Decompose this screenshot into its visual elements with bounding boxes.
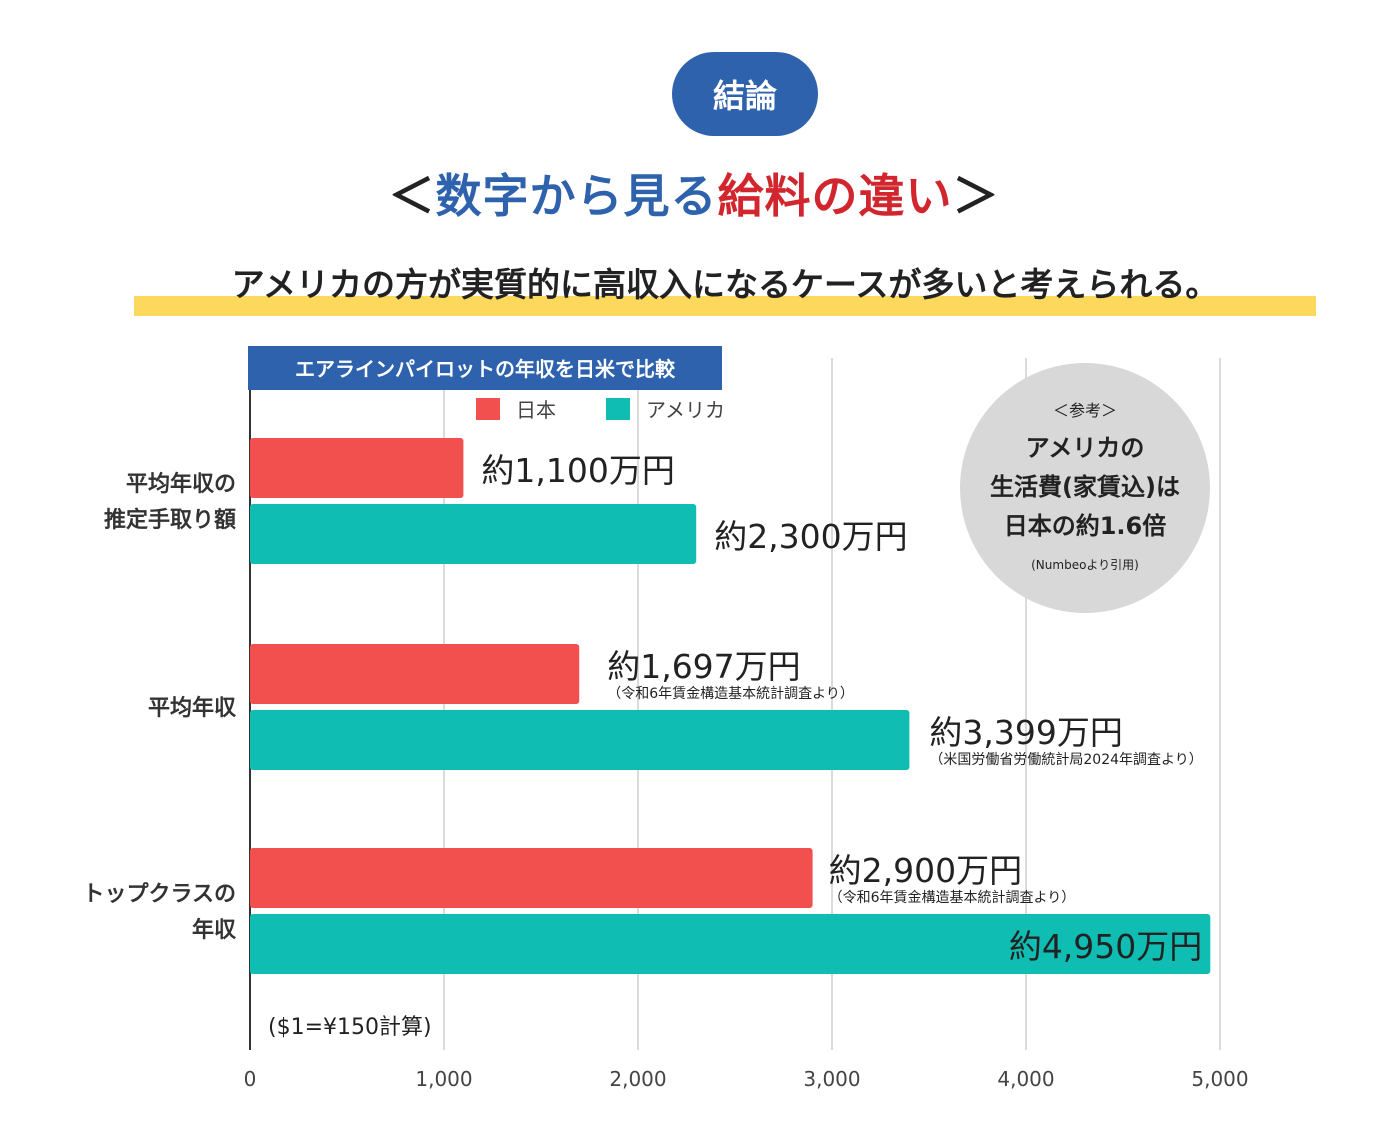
- category-label: 年収: [192, 917, 237, 943]
- note-line-2: 生活費(家賃込)は: [990, 473, 1180, 501]
- data-label: 約1,100万円: [481, 451, 674, 490]
- conclusion-badge: 結論: [672, 52, 818, 136]
- note-ref-label: ＜参考＞: [1052, 401, 1117, 420]
- x-tick-label: 0: [244, 1067, 257, 1091]
- data-label: 約3,399万円: [929, 713, 1122, 752]
- title-part-blue: 数字から見る: [435, 169, 718, 223]
- exchange-rate-footnote: ($1=¥150計算): [268, 1015, 432, 1040]
- note-source: (Numbeoより引用): [1031, 558, 1139, 572]
- data-note: （令和6年賃金構造基本統計調査より）: [607, 685, 854, 702]
- note-line-1: アメリカの: [1025, 434, 1145, 462]
- bar: [250, 848, 813, 908]
- x-tick-label: 3,000: [803, 1067, 860, 1091]
- x-tick-label: 1,000: [415, 1067, 472, 1091]
- category-label: 推定手取り額: [104, 507, 236, 533]
- note-line-3: 日本の約1.6倍: [1003, 512, 1167, 540]
- chart-title-banner: [248, 346, 722, 390]
- data-label: 約4,950万円: [1009, 927, 1202, 966]
- data-label: 約2,300万円: [714, 517, 907, 556]
- x-tick-label: 4,000: [997, 1067, 1054, 1091]
- data-label: 約1,697万円: [607, 647, 800, 686]
- x-tick-label: 2,000: [609, 1067, 666, 1091]
- title-bracket-open: ＜: [388, 169, 436, 223]
- bar: [250, 710, 910, 770]
- title-part-red: 給料の違い: [717, 169, 953, 223]
- category-label: 平均年収の: [126, 471, 236, 497]
- bar: [250, 438, 464, 498]
- bar: [250, 914, 1211, 974]
- legend-label: 日本: [516, 398, 556, 422]
- category-label: トップクラスの: [82, 882, 236, 907]
- page-title: ＜数字から見る給料の違い＞: [0, 160, 1388, 226]
- x-tick-label: 5,000: [1191, 1067, 1248, 1091]
- data-note: （令和6年賃金構造基本統計調査より）: [829, 889, 1076, 906]
- bar: [250, 644, 580, 704]
- subtitle-highlight: [134, 296, 1316, 316]
- category-label: 平均年収: [148, 695, 237, 721]
- data-label: 約2,900万円: [829, 851, 1022, 890]
- legend-swatch: [606, 398, 630, 420]
- note-body: アメリカの 生活費(家賃込)は 日本の約1.6倍: [960, 429, 1210, 546]
- reference-note-circle: ＜参考＞ アメリカの 生活費(家賃込)は 日本の約1.6倍 (Numbeoより引…: [960, 363, 1210, 613]
- title-bracket-close: ＞: [952, 169, 1000, 223]
- subtitle: アメリカの方が実質的に高収入になるケースが多いと考えられる。: [231, 265, 1219, 304]
- legend-label: アメリカ: [646, 398, 725, 422]
- chart-title: エアラインパイロットの年収を日米で比較: [295, 357, 676, 381]
- data-note: （米国労働省労働統計局2024年調査より）: [929, 752, 1202, 768]
- legend-swatch: [476, 398, 500, 420]
- bar: [250, 504, 697, 564]
